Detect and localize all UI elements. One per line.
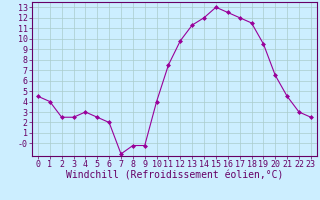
X-axis label: Windchill (Refroidissement éolien,°C): Windchill (Refroidissement éolien,°C): [66, 171, 283, 181]
